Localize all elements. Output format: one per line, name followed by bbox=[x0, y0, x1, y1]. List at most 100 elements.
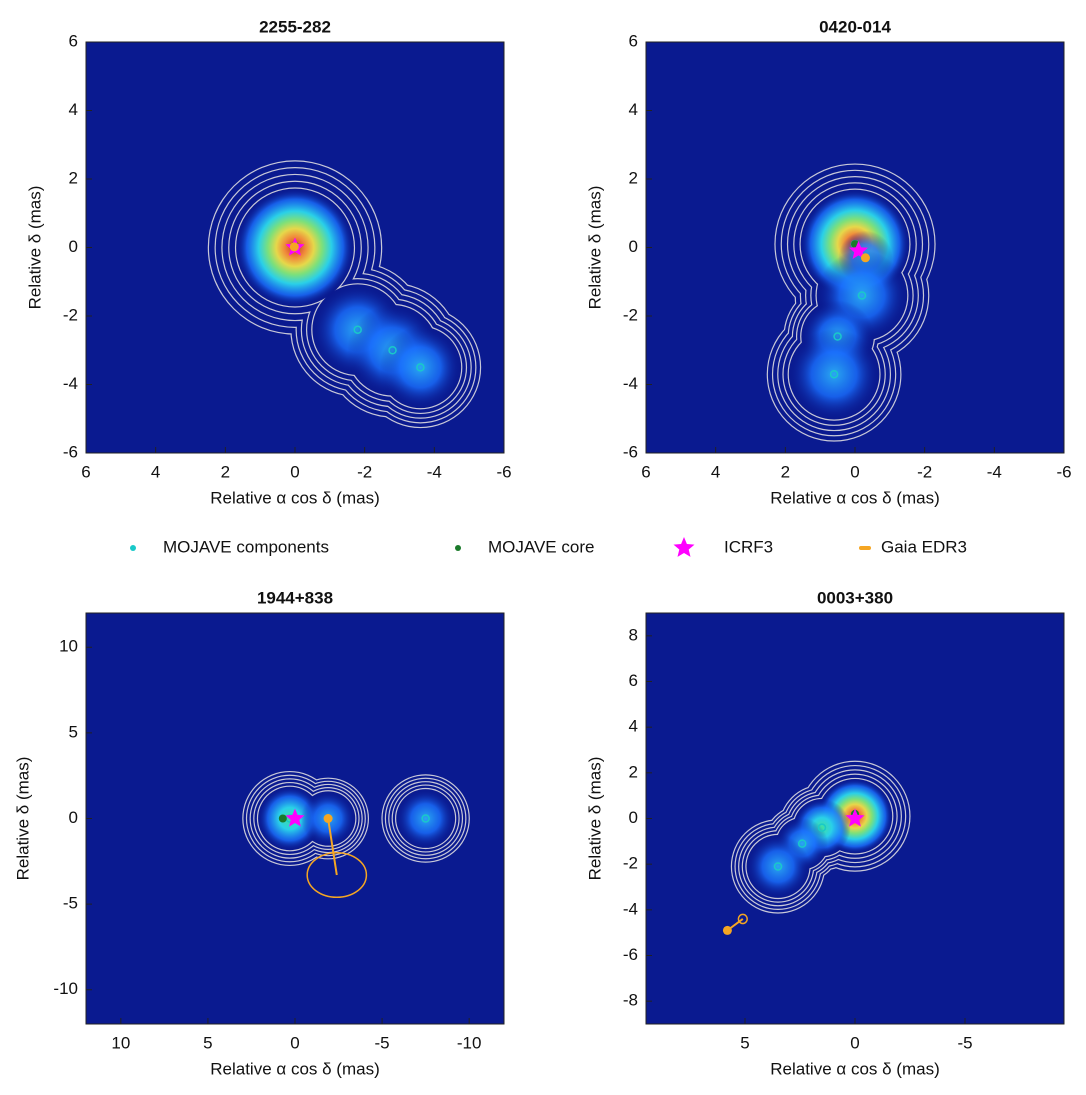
chart-title: 1944+838 bbox=[257, 588, 333, 607]
y-axis-label: Relative δ (mas) bbox=[585, 186, 604, 310]
x-tick-label: -6 bbox=[496, 462, 511, 481]
y-tick-label: -4 bbox=[63, 374, 78, 393]
core-marker bbox=[278, 814, 287, 823]
legend-marker bbox=[130, 545, 136, 551]
legend-label: MOJAVE core bbox=[488, 537, 594, 556]
legend-label: MOJAVE components bbox=[163, 537, 329, 556]
x-axis-label: Relative α cos δ (mas) bbox=[770, 1059, 940, 1078]
legend-marker bbox=[455, 545, 461, 551]
x-tick-label: 6 bbox=[81, 462, 90, 481]
x-tick-label: -5 bbox=[375, 1033, 390, 1052]
component-marker bbox=[353, 325, 362, 334]
x-tick-label: 0 bbox=[290, 1033, 299, 1052]
gaia-marker bbox=[722, 925, 732, 935]
gaia-ellipse bbox=[737, 913, 748, 925]
component-marker bbox=[421, 814, 430, 823]
image bbox=[207, 160, 482, 429]
y-tick-label: 5 bbox=[69, 722, 78, 741]
y-tick-label: -4 bbox=[623, 899, 638, 918]
y-tick-label: -10 bbox=[53, 979, 78, 998]
y-axis-label: Relative δ (mas) bbox=[13, 757, 32, 881]
emission-blob bbox=[396, 789, 456, 848]
y-tick-label: 0 bbox=[69, 237, 78, 256]
x-tick-label: 2 bbox=[221, 462, 230, 481]
legend-label: ICRF3 bbox=[724, 537, 773, 556]
image bbox=[722, 760, 911, 935]
panel: 5 0 -5 -8 -6 -4 -2 0 2 4 6 8 0003+380 Relative α cos … bbox=[585, 588, 1065, 1078]
y-tick-label: 2 bbox=[69, 168, 78, 187]
y-tick-label: -6 bbox=[63, 442, 78, 461]
component-marker bbox=[416, 363, 425, 372]
x-tick-label: 5 bbox=[203, 1033, 212, 1052]
x-tick-label: 10 bbox=[111, 1033, 130, 1052]
component-marker bbox=[829, 369, 839, 379]
panel: 10 5 0 -5 -10 -10 -5 0 5 10 1944+838 Relative α cos… bbox=[13, 588, 505, 1078]
y-axis-label: Relative δ (mas) bbox=[585, 757, 604, 881]
x-tick-label: 0 bbox=[850, 1033, 859, 1052]
component-marker bbox=[388, 346, 397, 355]
x-tick-label: 0 bbox=[290, 462, 299, 481]
chart-title: 0420-014 bbox=[819, 17, 891, 36]
y-tick-label: 2 bbox=[629, 168, 638, 187]
y-tick-label: -8 bbox=[623, 991, 638, 1010]
gaia-marker bbox=[860, 253, 870, 263]
y-tick-label: 0 bbox=[629, 237, 638, 256]
gaia-marker bbox=[323, 814, 333, 823]
y-tick-label: 4 bbox=[629, 100, 638, 119]
image bbox=[242, 770, 470, 899]
y-tick-label: -2 bbox=[63, 305, 78, 324]
emission-blob bbox=[379, 326, 462, 409]
legend-marker bbox=[673, 537, 695, 557]
component-marker bbox=[797, 839, 807, 848]
y-tick-label: 6 bbox=[629, 671, 638, 690]
y-tick-label: 6 bbox=[629, 31, 638, 50]
chart-title: 0003+380 bbox=[817, 588, 893, 607]
image bbox=[766, 163, 936, 442]
y-tick-label: -2 bbox=[623, 305, 638, 324]
x-tick-label: -10 bbox=[457, 1033, 482, 1052]
x-axis-label: Relative α cos δ (mas) bbox=[210, 488, 380, 507]
x-axis-label: Relative α cos δ (mas) bbox=[210, 1059, 380, 1078]
x-tick-label: 5 bbox=[740, 1033, 749, 1052]
x-tick-label: 6 bbox=[641, 462, 650, 481]
x-tick-label: -5 bbox=[957, 1033, 972, 1052]
x-tick-label: 0 bbox=[850, 462, 859, 481]
y-tick-label: 2 bbox=[629, 762, 638, 781]
x-tick-label: -2 bbox=[357, 462, 372, 481]
x-tick-label: -2 bbox=[917, 462, 932, 481]
icrf3-marker bbox=[845, 808, 865, 827]
icrf3-marker bbox=[285, 808, 305, 827]
y-tick-label: 6 bbox=[69, 31, 78, 50]
x-tick-label: 4 bbox=[151, 462, 160, 481]
component-marker bbox=[833, 332, 842, 341]
gaia-marker bbox=[289, 242, 299, 252]
y-tick-label: -5 bbox=[63, 894, 78, 913]
y-tick-label: -6 bbox=[623, 945, 638, 964]
emission-blob bbox=[788, 328, 880, 420]
chart-title: 2255-282 bbox=[259, 17, 331, 36]
y-tick-label: 4 bbox=[69, 100, 78, 119]
y-tick-label: 0 bbox=[69, 808, 78, 827]
component-marker bbox=[773, 862, 783, 871]
y-axis-label: Relative δ (mas) bbox=[25, 186, 44, 310]
gaia-ellipse bbox=[306, 852, 368, 899]
x-axis-label: Relative α cos δ (mas) bbox=[770, 488, 940, 507]
y-tick-label: 10 bbox=[59, 637, 78, 656]
panel: 6 4 2 0 -2 -4 -6 -6 -4 -2 0 2 4 6 0420-014 Relative α c… bbox=[585, 17, 1071, 507]
component-marker bbox=[857, 291, 867, 300]
legend-label: Gaia EDR3 bbox=[881, 537, 967, 556]
y-tick-label: -2 bbox=[623, 854, 638, 873]
y-tick-label: 0 bbox=[629, 808, 638, 827]
gaia-motion bbox=[327, 818, 338, 876]
y-tick-label: 4 bbox=[629, 717, 638, 736]
x-tick-label: 2 bbox=[781, 462, 790, 481]
y-tick-label: -4 bbox=[623, 374, 638, 393]
x-tick-label: -6 bbox=[1056, 462, 1071, 481]
panel: 6 4 2 0 -2 -4 -6 -6 -4 -2 0 2 4 6 2255-282 Relative α c… bbox=[25, 17, 511, 507]
x-tick-label: -4 bbox=[987, 462, 1002, 481]
component-marker bbox=[817, 823, 827, 832]
emission-blob bbox=[746, 834, 810, 898]
y-tick-label: -6 bbox=[623, 442, 638, 461]
y-tick-label: 8 bbox=[629, 625, 638, 644]
